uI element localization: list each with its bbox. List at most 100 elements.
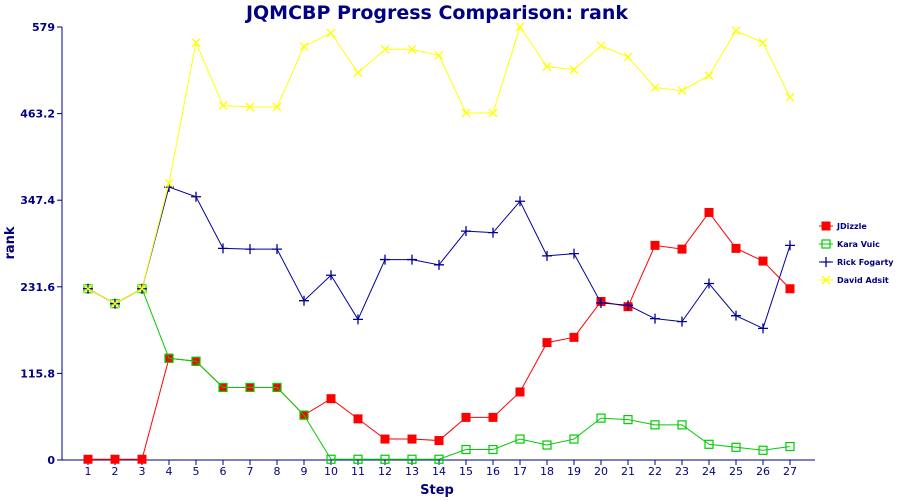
data-point — [515, 22, 525, 32]
data-point — [650, 420, 660, 430]
data-point — [191, 191, 201, 202]
data-point — [758, 323, 768, 334]
x-tick-label: 15 — [459, 465, 473, 478]
series-david-adsit — [83, 22, 795, 309]
x-tick-label: 5 — [193, 465, 200, 478]
data-point — [677, 244, 687, 254]
data-point — [326, 270, 336, 281]
data-point — [650, 313, 660, 324]
data-point — [353, 414, 363, 424]
data-point — [731, 26, 741, 36]
data-point — [326, 394, 336, 404]
x-tick-label: 7 — [247, 465, 254, 478]
legend-label: Rick Fogarty — [837, 258, 894, 267]
data-point — [299, 410, 309, 420]
x-tick-label: 8 — [274, 465, 281, 478]
data-point — [218, 243, 228, 254]
data-point — [785, 92, 795, 102]
data-point — [434, 50, 444, 60]
data-point — [758, 38, 768, 48]
y-tick-label: 115.8 — [20, 367, 55, 380]
data-point — [731, 442, 741, 452]
series-rick-fogarty — [83, 182, 795, 334]
data-point — [785, 441, 795, 452]
chart-title: JQMCBP Progress Comparison: rank — [244, 2, 628, 24]
data-point — [731, 310, 741, 321]
legend: JDizzle Kara Vuic Rick Fogarty David Adsit — [819, 221, 894, 285]
data-point — [218, 382, 228, 393]
data-point — [137, 284, 147, 294]
data-point — [110, 454, 120, 464]
data-point — [353, 314, 363, 325]
data-point — [272, 102, 282, 112]
x-tick-label: 2 — [112, 465, 119, 478]
data-point — [434, 454, 444, 464]
data-point — [245, 102, 255, 112]
data-point — [704, 71, 714, 81]
data-point — [164, 178, 174, 188]
data-point — [569, 332, 579, 342]
data-point — [758, 256, 768, 266]
data-point — [569, 434, 579, 444]
data-point — [569, 248, 579, 259]
data-point — [623, 415, 633, 425]
data-point — [461, 412, 471, 422]
data-point — [380, 44, 390, 54]
data-point — [623, 300, 633, 311]
data-point — [299, 41, 309, 51]
y-tick-label: 463.2 — [20, 108, 55, 121]
data-point — [191, 38, 201, 48]
x-tick-label: 14 — [432, 465, 446, 478]
x-tick-label: 18 — [540, 465, 554, 478]
data-point — [299, 295, 309, 306]
data-point — [164, 353, 174, 363]
y-tick-label: 347.4 — [20, 194, 55, 207]
data-point — [515, 387, 525, 397]
data-point — [218, 101, 228, 110]
data-point — [488, 108, 498, 118]
data-point — [785, 240, 795, 251]
data-point — [434, 259, 444, 270]
data-point — [488, 412, 498, 422]
x-tick-label: 26 — [756, 465, 770, 478]
x-tick-label: 3 — [139, 465, 146, 478]
data-point — [353, 454, 363, 464]
data-point — [461, 444, 471, 455]
x-tick-label: 22 — [648, 465, 662, 478]
legend-marker — [821, 239, 831, 249]
data-point — [596, 413, 606, 423]
data-point — [353, 68, 363, 78]
y-tick-label: 0 — [47, 454, 55, 467]
data-point — [677, 420, 687, 430]
legend-marker — [821, 221, 831, 231]
x-tick-label: 21 — [621, 465, 635, 478]
x-tick-label: 9 — [301, 465, 308, 478]
legend-marker — [821, 257, 831, 267]
data-point — [677, 316, 687, 327]
data-point — [272, 382, 282, 393]
legend-item: JDizzle — [819, 221, 867, 231]
data-point — [758, 445, 768, 455]
x-tick-label: 27 — [783, 465, 797, 478]
x-tick-label: 23 — [675, 465, 689, 478]
y-axis-title: rank — [3, 226, 18, 259]
data-point — [704, 278, 714, 289]
data-point — [110, 299, 120, 309]
x-axis-title: Step — [420, 483, 454, 498]
x-tick-label: 10 — [324, 465, 338, 478]
x-tick-label: 11 — [351, 465, 365, 478]
data-point — [461, 226, 471, 237]
legend-label: Kara Vuic — [837, 240, 880, 249]
data-point — [596, 41, 606, 51]
data-point — [83, 284, 93, 294]
x-tick-label: 17 — [513, 465, 527, 478]
y-tick-label: 231.6 — [20, 281, 55, 294]
series-kara-vuic — [83, 284, 795, 464]
data-point — [83, 454, 93, 464]
data-point — [542, 62, 552, 72]
x-tick-label: 1 — [85, 465, 92, 478]
legend-item: Kara Vuic — [819, 239, 880, 249]
x-tick-label: 20 — [594, 465, 608, 478]
data-point — [245, 382, 255, 393]
